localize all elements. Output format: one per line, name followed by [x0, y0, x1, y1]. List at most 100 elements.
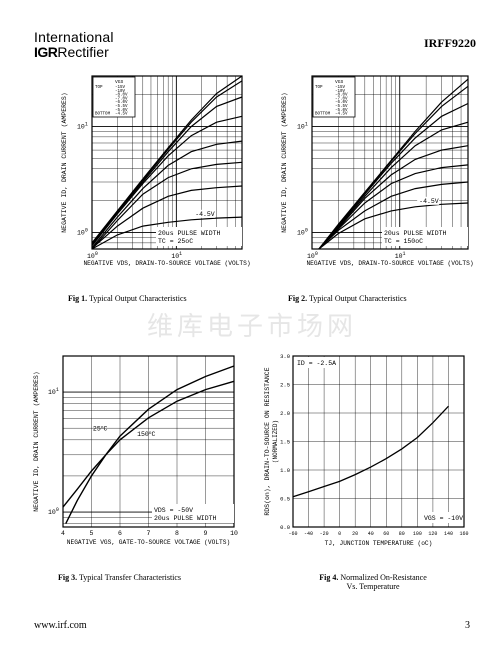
fig2-annotation-line-0: 20us PULSE WIDTH — [384, 230, 447, 237]
fig2-legend-value-5: -5.5V — [335, 105, 348, 109]
fig3-ylabel: NEGATIVE ID, DRAIN CURRENT (AMPERES) — [33, 371, 40, 511]
fig4-xlabel: TJ, JUNCTION TEMPERATURE (oC) — [325, 540, 433, 547]
fig3-xtick-label-5: 9 — [204, 530, 208, 537]
fig1-legend-value-4: -6.0V — [115, 101, 128, 105]
logo-line-rectifier: IGRRectifier — [34, 45, 114, 59]
fig1-legend-value-6: -5.0V — [115, 109, 128, 113]
fig1-legend: VGS TOP -15V-10V-8.0V-7.0V-6.0V-5.5V-5.0V B… — [92, 76, 136, 118]
figure-1-caption-text: Typical Output Characteristics — [88, 294, 187, 303]
fig2-series-6 — [318, 181, 469, 250]
figure-3-caption-text: Typical Transfer Characteristics — [78, 573, 182, 582]
fig3-xtick-label-4: 8 — [175, 530, 179, 537]
figure-3-caption-number: Fig 3. — [58, 573, 78, 582]
figure-4-caption-text: Normalized On-Resistance — [340, 573, 427, 582]
fig4-xtick-label-3: 0 — [338, 531, 341, 537]
fig4-top-annotation-bg — [295, 357, 337, 368]
fig3-grid — [62, 356, 235, 527]
fig4-xtick-label-1: -40 — [304, 531, 313, 537]
fig3-xtick-label-3: 7 — [147, 530, 151, 537]
figure-2-caption: Fig 2. Typical Output Characteristics — [288, 294, 407, 303]
fig2-annotation-line-1: TC = 150oC — [384, 238, 423, 245]
fig4-ylabel: RDS(on), DRAIN-TO-SOURCE ON RESISTANCE — [264, 367, 271, 515]
fig4-ytick-label-3: 1.5 — [280, 439, 290, 446]
fig4-xtick-label-4: 20 — [352, 531, 358, 537]
fig3-xtick-label-1: 5 — [90, 530, 94, 537]
fig4-ytick-label-1: 0.5 — [280, 496, 290, 503]
fig1-curve-label-text: -4.5V — [195, 211, 215, 218]
figure-1-caption-number: Fig 1. — [68, 294, 88, 303]
fig3-series-1 — [62, 380, 235, 508]
fig2-annotation-bg — [382, 227, 468, 246]
fig4-plot-frame — [292, 355, 465, 528]
fig2-xtick-label-1: 101 — [395, 251, 406, 260]
fig4-xtick-label-11: 160 — [459, 531, 468, 537]
fig4-xtick-label-10: 140 — [444, 531, 453, 537]
fig1-series-2 — [91, 96, 243, 245]
fig4-ytick-label-0: 0.0 — [280, 524, 290, 531]
fig4-xtick-label-9: 120 — [428, 531, 437, 537]
fig3-annotation-bg — [152, 504, 234, 523]
fig3-xtick-label-2: 6 — [118, 530, 122, 537]
fig4-xtick-label-6: 60 — [383, 531, 389, 537]
fig1-plot-frame — [91, 75, 243, 250]
fig1-legend-value-3: -7.0V — [115, 97, 128, 101]
fig1-legend-value-1: -10V — [115, 90, 126, 94]
fig2-legend-box — [312, 76, 356, 118]
fig2-plot-frame — [311, 75, 469, 250]
fig4-ylabel-line2: (NORMALIZED) — [272, 420, 279, 463]
fig2-legend: VGS TOP -15V-10V-8.0V-7.0V-6.0V-5.5V-5.0V B… — [312, 76, 356, 118]
fig4-bottom-annotation-bg — [422, 512, 462, 523]
fig2-xlabel: NEGATIVE VDS, DRAIN-TO-SOURCE VOLTAGE (V… — [306, 260, 473, 267]
fig1-ytick-label-0: 100 — [77, 228, 88, 237]
fig4-grid — [292, 355, 465, 528]
fig2-legend-value-4: -6.0V — [335, 101, 348, 105]
fig2-ylabel: NEGATIVE ID, DRAIN CURRENT (AMPERES) — [281, 92, 288, 232]
fig3-ytick-label-1: 101 — [48, 387, 59, 396]
figure-3-caption: Fig 3. Typical Transfer Characteristics — [58, 573, 181, 582]
fig1-legend-header: VGS — [115, 79, 124, 85]
fig2-legend-value-1: -10V — [335, 90, 346, 94]
fig1-curve-label-bg — [193, 209, 216, 218]
logo-brand-mark: IGR — [34, 44, 58, 60]
fig4-ytick-label-6: 3.0 — [280, 353, 290, 360]
fig2-series-3 — [318, 121, 469, 250]
fig2-curve-label-text: -4.5V — [419, 198, 439, 205]
fig3-annotation-line-1: 20us PULSE WIDTH — [154, 515, 217, 522]
fig4-ytick-label-5: 2.5 — [280, 382, 290, 389]
part-number: IRFF9220 — [424, 36, 476, 50]
fig2-series-5 — [318, 164, 469, 250]
footer-page-number: 3 — [465, 620, 470, 631]
fig4-bottom-annotation: VGS = -10V — [422, 512, 463, 523]
fig1-series-3 — [91, 115, 243, 247]
fig1-series-6 — [91, 185, 243, 249]
fig2-legend-tag-7: BOTTOM — [315, 113, 331, 117]
logo-line-international: International — [34, 29, 114, 45]
fig1-series-7 — [91, 216, 243, 250]
logo-rectifier-text: Rectifier — [57, 44, 109, 60]
fig1-xlabel: NEGATIVE VDS, DRAIN-TO-SOURCE VOLTAGE (V… — [83, 260, 250, 267]
fig1-series-5 — [91, 161, 243, 250]
fig2-legend-value-3: -7.0V — [335, 97, 348, 101]
figure-4-caption-text-line2: Vs. Temperature — [346, 582, 400, 591]
fig1-legend-value-0: -15V — [115, 86, 126, 90]
fig1-curve-label: -4.5V — [193, 209, 216, 218]
fig3-series-label-0: 25oC — [93, 425, 108, 432]
fig4-xtick-label-7: 80 — [399, 531, 405, 537]
fig1-annotation-line-1: TC = 25oC — [158, 238, 193, 245]
figure-4-caption: Fig 4. Normalized On-Resistance Vs. Tempe… — [298, 573, 448, 591]
fig2-curve-label-bg — [417, 196, 440, 205]
company-logo: International IGRRectifier — [34, 30, 114, 59]
fig2-curve-label: -4.5V — [417, 196, 440, 205]
fig4-bottom-annotation-line-0: VGS = -10V — [424, 515, 463, 522]
fig2-ytick-label-1: 101 — [297, 122, 308, 131]
fig4-xtick-label-2: -20 — [320, 531, 329, 537]
fig4-xtick-label-5: 40 — [368, 531, 374, 537]
fig4-ytick-label-2: 1.0 — [280, 467, 290, 474]
fig4-ytick-label-4: 2.0 — [280, 410, 290, 417]
fig2-series-7 — [318, 202, 469, 250]
fig1-xtick-label-1: 101 — [171, 251, 182, 260]
fig3-ytick-label-0: 100 — [48, 507, 59, 516]
